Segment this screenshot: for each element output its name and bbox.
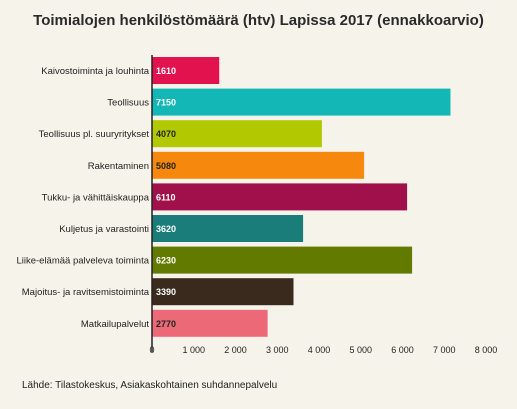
x-tick-label: 2 000 <box>224 345 247 355</box>
source-note: Lähde: Tilastokeskus, Asiakaskohtainen s… <box>22 380 278 391</box>
category-label: Liike-elämää palveleva toiminta <box>16 256 149 267</box>
bar <box>152 57 220 84</box>
x-tick-label: 8 000 <box>475 345 498 355</box>
x-tick-label: 7 000 <box>433 345 456 355</box>
category-label: Teollisuus pl. suuryritykset <box>39 129 150 140</box>
category-label: Majoitus- ja ravitsemistoiminta <box>22 287 150 298</box>
x-tick-label: 0 <box>149 345 154 355</box>
x-tick-label: 4 000 <box>308 345 331 355</box>
bar <box>152 151 365 179</box>
value-label: 4070 <box>156 129 176 139</box>
category-label: Kuljetus ja varastointi <box>59 224 149 235</box>
category-label: Tukku- ja vähittäiskauppa <box>42 192 150 203</box>
bar <box>152 183 408 211</box>
bar <box>152 278 294 306</box>
value-label: 6110 <box>156 192 176 202</box>
value-label: 6230 <box>156 256 176 266</box>
category-label: Rakentaminen <box>88 161 149 172</box>
value-label: 3390 <box>156 287 176 297</box>
x-tick-label: 3 000 <box>266 345 289 355</box>
value-label: 7150 <box>156 98 176 108</box>
value-label: 3620 <box>156 224 176 234</box>
x-tick-label: 1 000 <box>183 345 206 355</box>
category-label: Teollisuus <box>107 98 149 109</box>
bar <box>152 246 413 274</box>
category-label: Kaivostoiminta ja louhinta <box>41 66 149 77</box>
bar <box>152 88 451 116</box>
chart-title: Toimialojen henkilöstömäärä (htv) Lapiss… <box>33 12 484 29</box>
category-label: Matkailupalvelut <box>81 319 149 330</box>
x-tick-label: 6 000 <box>391 345 414 355</box>
bar <box>152 309 268 337</box>
x-tick-label: 5 000 <box>350 345 373 355</box>
value-label: 2770 <box>156 319 176 329</box>
value-label: 1610 <box>156 66 176 76</box>
bar <box>152 120 322 148</box>
bar <box>152 215 304 242</box>
value-label: 5080 <box>156 161 176 171</box>
